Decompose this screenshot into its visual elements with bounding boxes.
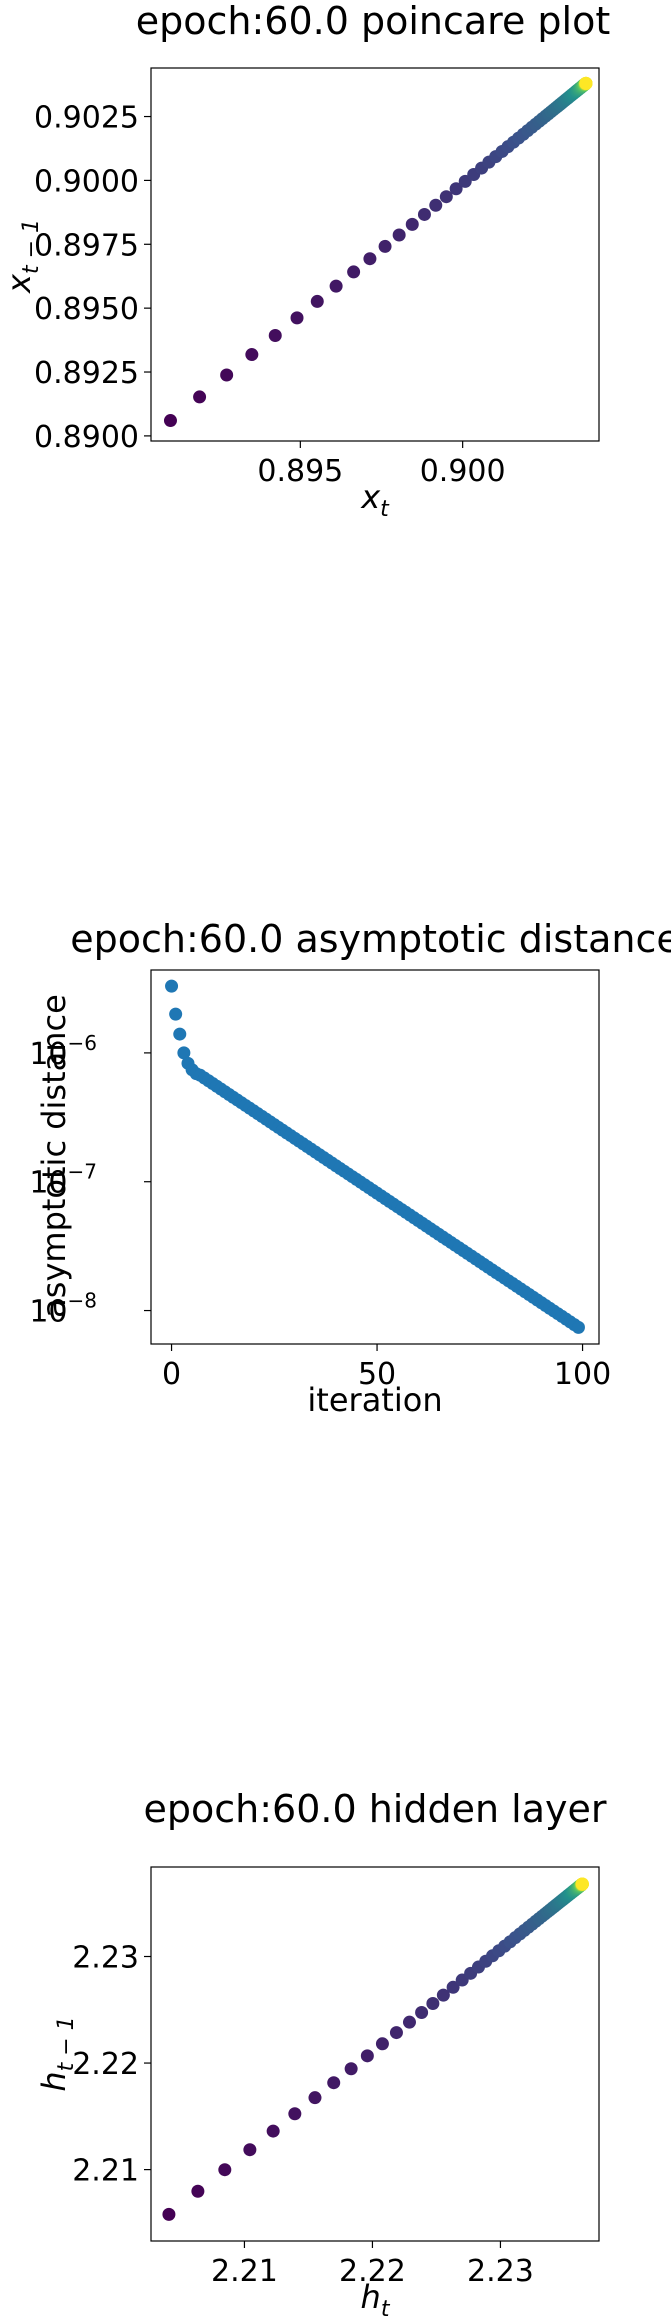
scatter-point: [177, 1046, 191, 1060]
chart-title: epoch:60.0 hidden layer: [144, 1787, 607, 1831]
scatter-point: [162, 2207, 176, 2221]
x-axis-label: xt: [360, 478, 390, 522]
scatter-point: [245, 348, 259, 362]
asymptotic-distance-panel: epoch:60.0 asymptotic distance 0 50 100 10…: [0, 917, 671, 1440]
scatter-point: [579, 76, 593, 90]
scatter-point: [449, 182, 463, 196]
x-tick-label: 0: [162, 1357, 181, 1392]
hidden-layer-panel: epoch:60.0 hidden layer 2.21 2.22 2.23 2.2…: [0, 1787, 671, 2323]
scatter-point: [290, 311, 304, 325]
scatter-point: [191, 2184, 205, 2198]
scatter-point: [389, 2026, 403, 2040]
scatter-point: [375, 2037, 389, 2051]
plot-frame: [150, 67, 600, 442]
scatter-point: [417, 207, 431, 221]
scatter-point: [163, 414, 177, 428]
y-ticks: 2.21 2.22 2.23: [72, 1941, 151, 2189]
plot-frame: [150, 969, 600, 1345]
scatter-point: [344, 2062, 358, 2076]
scatter-point: [378, 239, 392, 253]
scatter-points: [162, 1877, 589, 2221]
x-tick-label: 2.22: [339, 2254, 406, 2289]
x-tick-label: 100: [554, 1357, 611, 1392]
scatter-point: [193, 390, 207, 404]
scatter-point: [360, 2049, 374, 2063]
x-axis-label: ht: [361, 2278, 391, 2322]
x-tick-label: 0.900: [420, 454, 506, 489]
y-tick-label: 0.8900: [34, 420, 139, 455]
scatter-point: [308, 2091, 322, 2105]
scatter-point: [429, 198, 443, 212]
scatter-point: [218, 2163, 232, 2177]
y-tick-label: 0.8950: [34, 292, 139, 327]
scatter-point: [415, 2005, 429, 2019]
y-ticks: 0.8900 0.8925 0.8950 0.8975 0.9000 0.9025: [34, 101, 151, 455]
x-tick-label: 50: [358, 1357, 396, 1392]
scatter-point: [347, 265, 361, 279]
y-ticks: 10−6 10−7 10−8: [29, 1031, 151, 1330]
x-tick-label: 2.21: [211, 2254, 278, 2289]
x-tick-label: 0.895: [257, 454, 343, 489]
scatter-point: [173, 1027, 187, 1041]
y-tick-label: 0.9025: [34, 101, 139, 136]
y-tick-label: 2.22: [72, 2047, 139, 2082]
y-tick-label: 0.8925: [34, 356, 139, 391]
y-tick-label: 0.8975: [34, 228, 139, 263]
y-axis-label: ht − 1: [35, 2016, 79, 2091]
scatter-point: [426, 1996, 440, 2010]
x-ticks: 0 50 100: [162, 1344, 611, 1392]
scatter-point: [446, 1980, 460, 1994]
x-tick-label: 2.23: [467, 2254, 534, 2289]
scatter-point: [243, 2143, 257, 2157]
scatter-point: [268, 329, 282, 343]
scatter-point: [405, 217, 419, 231]
y-axis-label: xt − 1: [0, 219, 44, 294]
x-ticks: 2.21 2.22 2.23: [211, 2241, 534, 2289]
scatter-point: [266, 2124, 280, 2138]
asymptotic-distance-chart: epoch:60.0 asymptotic distance 0 50 100 10…: [29, 917, 671, 1419]
y-tick-label: 10−7: [29, 1160, 97, 1201]
scatter-point: [571, 1320, 585, 1334]
y-tick-label: 10−8: [29, 1289, 97, 1330]
scatter-points: [163, 76, 593, 428]
scatter-point: [165, 979, 179, 993]
x-axis-label: iteration: [307, 1381, 442, 1419]
scatter-point: [327, 2076, 341, 2090]
scatter-point: [575, 1877, 589, 1891]
scatter-point: [169, 1007, 183, 1021]
scatter-points: [165, 979, 585, 1334]
scatter-point: [220, 368, 234, 382]
scatter-point: [310, 294, 324, 308]
plot-frame: [150, 1866, 600, 2242]
x-ticks: 0.895 0.900: [257, 441, 506, 489]
scatter-point: [329, 279, 343, 293]
scatter-point: [288, 2107, 302, 2121]
poincare-plot-chart: epoch:60.0 poincare plot 0.895 0.900 0.89…: [0, 0, 610, 522]
chart-title: epoch:60.0 asymptotic distance: [70, 917, 671, 961]
poincare-plot-panel: epoch:60.0 poincare plot 0.895 0.900 0.89…: [0, 0, 671, 560]
scatter-point: [436, 1988, 450, 2002]
y-tick-label: 0.9000: [34, 164, 139, 199]
hidden-layer-chart: epoch:60.0 hidden layer 2.21 2.22 2.23 2.2…: [35, 1787, 607, 2322]
y-axis-label: asymptotic distance: [35, 994, 73, 1318]
scatter-point: [363, 252, 377, 266]
scatter-point: [392, 228, 406, 242]
y-tick-label: 2.23: [72, 1941, 139, 1976]
scatter-point: [402, 2015, 416, 2029]
y-tick-label: 2.21: [72, 2154, 139, 2189]
scatter-point: [439, 190, 453, 204]
chart-title: epoch:60.0 poincare plot: [136, 0, 610, 43]
y-tick-label: 10−6: [29, 1031, 97, 1072]
